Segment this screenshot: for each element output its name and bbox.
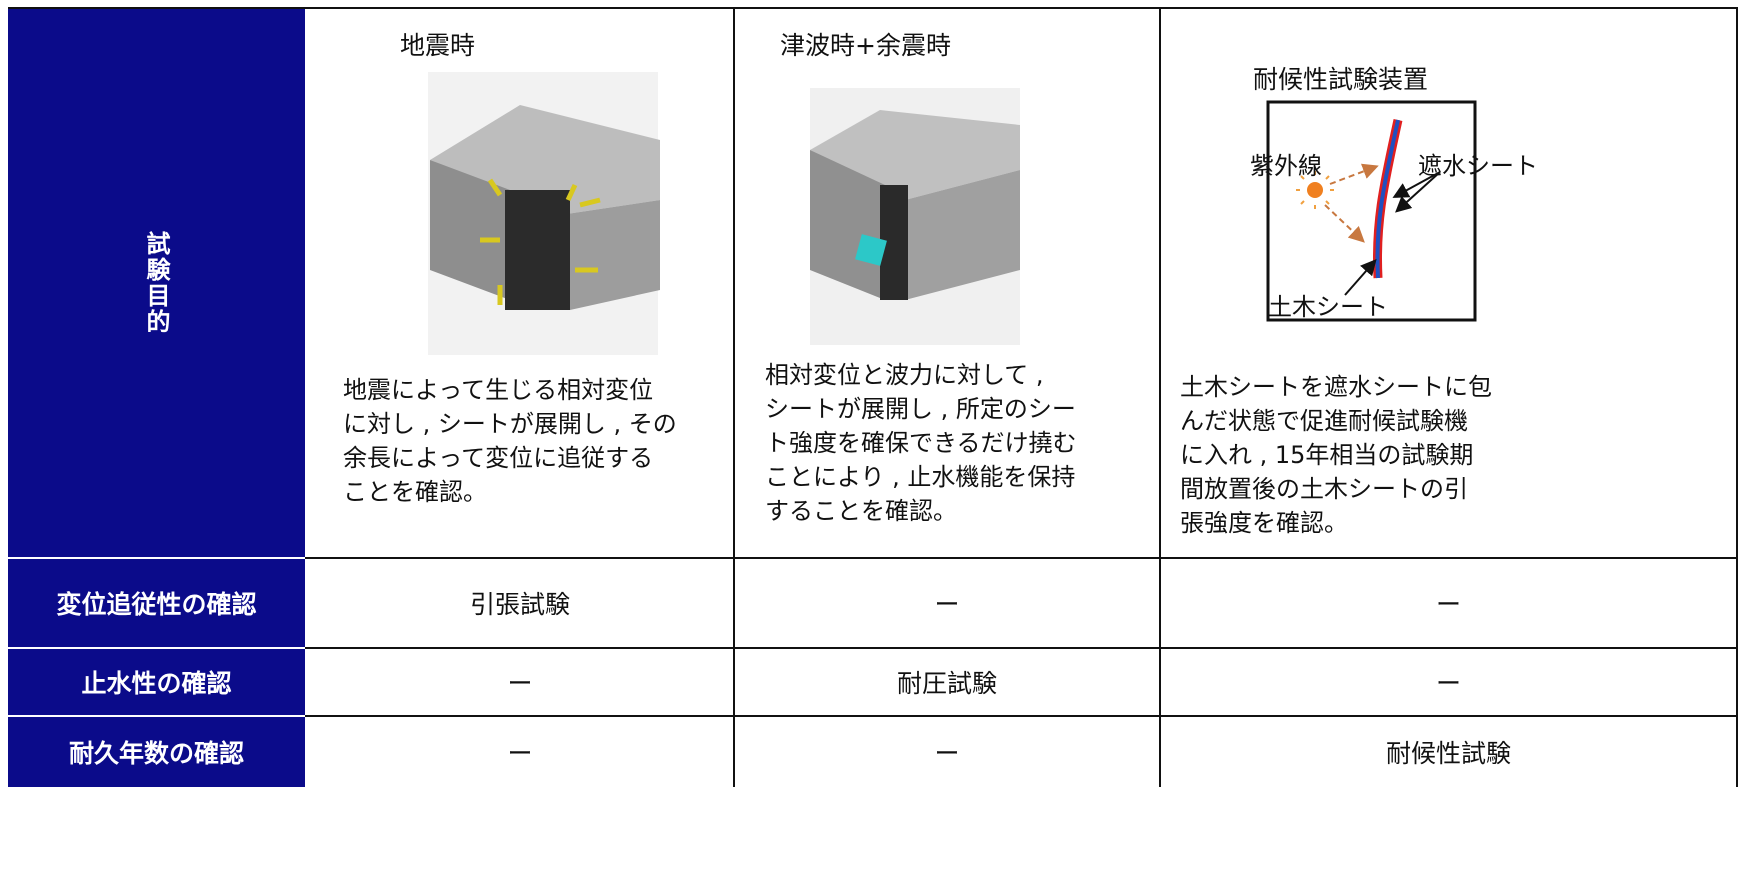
row-label: 止水性の確認 xyxy=(81,669,232,698)
border xyxy=(1736,8,1738,787)
border xyxy=(8,7,1738,9)
description-line: 土木シートを遮水シートに包 xyxy=(1180,373,1492,401)
purpose-label: 試験目的 xyxy=(142,231,170,335)
cell: 耐候性試験 xyxy=(1385,739,1511,768)
diagram-label: 遮水シート xyxy=(1418,152,1538,180)
purpose-cell: 試験目的 xyxy=(8,8,305,558)
cell: ー xyxy=(1435,669,1461,698)
description: 相対変位と波力に対して , シートが展開し , 所定のシー ト強度を確保できるだけ撓… xyxy=(765,358,1077,528)
column-title: 地震時 xyxy=(400,31,476,60)
cell: ー xyxy=(507,669,533,698)
row-label: 耐久年数の確認 xyxy=(68,739,244,768)
description-line: 余長によって変位に追従する xyxy=(343,444,654,472)
border xyxy=(305,647,1738,649)
row-label: 変位追従性の確認 xyxy=(56,590,257,619)
description-line: 地震によって生じる相対変位 xyxy=(343,376,654,404)
border xyxy=(1159,8,1161,787)
border xyxy=(8,647,305,649)
description-line: ことにより , 止水機能を保持 xyxy=(765,463,1076,491)
description-line: 相対変位と波力に対して , xyxy=(765,361,1044,389)
cell: 引張試験 xyxy=(469,590,570,619)
description-line: ト強度を確保できるだけ撓む xyxy=(765,429,1077,457)
border xyxy=(8,557,305,559)
border xyxy=(733,8,735,787)
diagram-label: 土木シート xyxy=(1268,293,1388,321)
description-line: 間放置後の土木シートの引 xyxy=(1180,475,1468,503)
border xyxy=(305,557,1738,559)
description-line: 張強度を確認。 xyxy=(1180,509,1348,537)
description-line: に対し , シートが展開し , その xyxy=(343,410,677,438)
description: 地震によって生じる相対変位 に対し , シートが展開し , その 余長によって変位に… xyxy=(343,373,677,509)
border xyxy=(305,715,1738,717)
border xyxy=(8,715,305,717)
header-column xyxy=(8,8,305,787)
column-title: 津波時+余震時 xyxy=(780,31,951,60)
diagram-label: 紫外線 xyxy=(1250,152,1322,180)
cell: ー xyxy=(1435,590,1461,619)
description-line: ことを確認。 xyxy=(343,478,487,506)
description-line: に入れ , 15年相当の試験期 xyxy=(1180,441,1474,469)
cell: ー xyxy=(507,739,533,768)
cell: ー xyxy=(934,590,960,619)
column-title: 耐候性試験装置 xyxy=(1253,65,1429,94)
cell: 耐圧試験 xyxy=(896,669,997,698)
description: 土木シートを遮水シートに包 んだ状態で促進耐候試験機 に入れ , 15年相当の試験期… xyxy=(1180,370,1492,540)
tsunami-image xyxy=(810,88,1020,345)
cell: ー xyxy=(934,739,960,768)
description-line: シートが展開し , 所定のシー xyxy=(765,395,1076,423)
earthquake-image xyxy=(428,72,660,355)
description-line: んだ状態で促進耐候試験機 xyxy=(1180,407,1468,435)
description-line: することを確認。 xyxy=(765,497,957,525)
weathering-diagram xyxy=(1266,100,1477,322)
